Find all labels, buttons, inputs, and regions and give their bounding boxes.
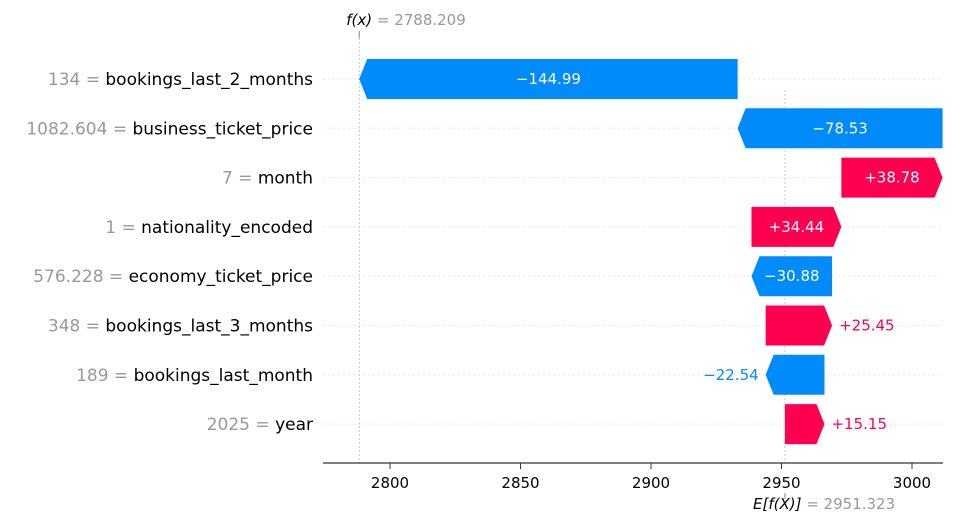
feature-name: nationality_encoded [141, 218, 313, 238]
feature-name: bookings_last_2_months [105, 70, 313, 90]
feature-label: 2025 = year [207, 415, 313, 435]
fx-label: f(x) = 2788.209 [346, 11, 466, 29]
feature-labels: 134 = bookings_last_2_months 1082.604 = b… [26, 70, 313, 435]
bar [751, 206, 842, 247]
feature-value: 7 = [222, 169, 258, 189]
bar [751, 256, 833, 297]
feature-label: 189 = bookings_last_month [76, 366, 313, 386]
reference-lines [358, 38, 786, 463]
expected-value-annotation: E[f(X)] = 2951.323 [753, 493, 895, 513]
feature-value: 348 = [48, 317, 106, 337]
bar-value-label: +34.44 [769, 218, 825, 236]
bar [784, 404, 825, 445]
bar [737, 108, 943, 149]
feature-label: 134 = bookings_last_2_months [48, 70, 313, 90]
bar-value-label: +25.45 [839, 317, 895, 335]
feature-label: 576.228 = economy_ticket_price [33, 267, 313, 287]
feature-value: 576.228 = [33, 267, 128, 287]
expected-value-label: E[f(X)] = 2951.323 [753, 495, 895, 513]
bar-value-label: +38.78 [864, 169, 920, 187]
x-tick-label: 2900 [632, 474, 670, 492]
fx-annotation: f(x) = 2788.209 [346, 11, 466, 38]
feature-value: 1 = [105, 218, 141, 238]
x-tick-label: 3000 [893, 474, 931, 492]
expected-name: E[f(X)] [753, 495, 802, 513]
x-tick-label: 2800 [371, 474, 409, 492]
fx-value: = 2788.209 [372, 11, 466, 29]
feature-name: year [275, 415, 313, 435]
bar [359, 59, 738, 99]
feature-value: 2025 = [207, 415, 275, 435]
feature-label: 7 = month [222, 169, 313, 189]
bar-value-label: +15.15 [831, 415, 887, 433]
feature-name: business_ticket_price [132, 119, 313, 139]
feature-value: 1082.604 = [26, 119, 132, 139]
bar-value-label: −144.99 [516, 70, 581, 88]
feature-label: 1 = nationality_encoded [105, 218, 313, 238]
feature-name: month [258, 169, 313, 189]
fx-name: f(x) [346, 11, 372, 29]
bar [765, 354, 825, 395]
bar [765, 305, 833, 346]
feature-label: 1082.604 = business_ticket_price [26, 119, 313, 139]
bar-value-label: −30.88 [764, 267, 820, 285]
expected-value: = 2951.323 [801, 495, 895, 513]
bars: −144.99 −78.53 +38.78 +34.44 −30.88 +25.45 −22… [359, 59, 943, 445]
x-axis: 2800 2850 2900 2950 3000 [323, 462, 943, 492]
feature-value: 189 = [76, 366, 134, 386]
feature-label: 348 = bookings_last_3_months [48, 317, 313, 337]
bar-value-label: −22.54 [703, 366, 759, 384]
feature-value: 134 = [48, 70, 106, 90]
feature-name: bookings_last_month [134, 366, 313, 386]
feature-name: economy_ticket_price [129, 267, 313, 287]
feature-name: bookings_last_3_months [105, 317, 313, 337]
bar-value-label: −78.53 [812, 119, 868, 137]
bar [841, 157, 943, 198]
x-tick-label: 2850 [501, 474, 539, 492]
x-tick-label: 2950 [762, 474, 800, 492]
